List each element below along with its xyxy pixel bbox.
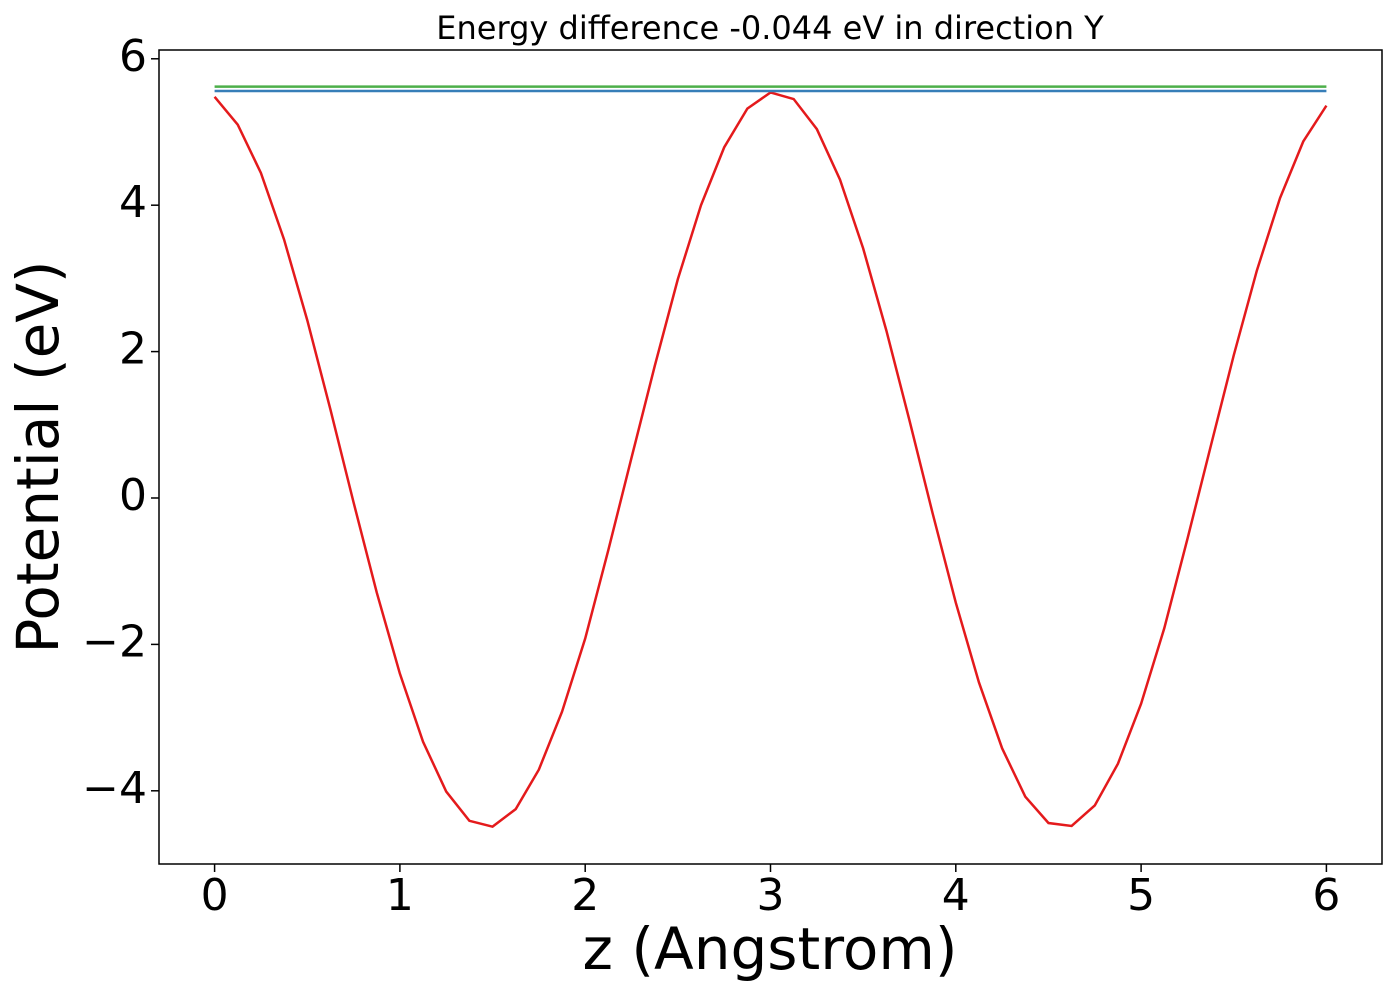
chart-title: Energy difference -0.044 eV in direction… — [436, 9, 1104, 47]
x-tick-label: 0 — [201, 870, 229, 921]
y-tick-label: −2 — [82, 616, 147, 667]
y-tick-label: 4 — [119, 177, 147, 228]
x-tick-label: 6 — [1312, 870, 1340, 921]
y-axis-label: Potential (eV) — [4, 260, 72, 653]
y-tick-label: 6 — [119, 31, 147, 82]
x-tick-label: 4 — [942, 870, 970, 921]
x-tick-label: 2 — [571, 870, 599, 921]
y-tick-label: −4 — [82, 763, 147, 814]
y-tick-label: 0 — [119, 470, 147, 521]
x-axis-label: z (Angstrom) — [583, 915, 958, 983]
x-tick-label: 5 — [1127, 870, 1155, 921]
data-line — [213, 91, 1328, 829]
x-tick-label: 1 — [386, 870, 414, 921]
y-tick-label: 2 — [119, 324, 147, 375]
plot-frame — [158, 49, 1383, 865]
x-tick-label: 3 — [757, 870, 785, 921]
